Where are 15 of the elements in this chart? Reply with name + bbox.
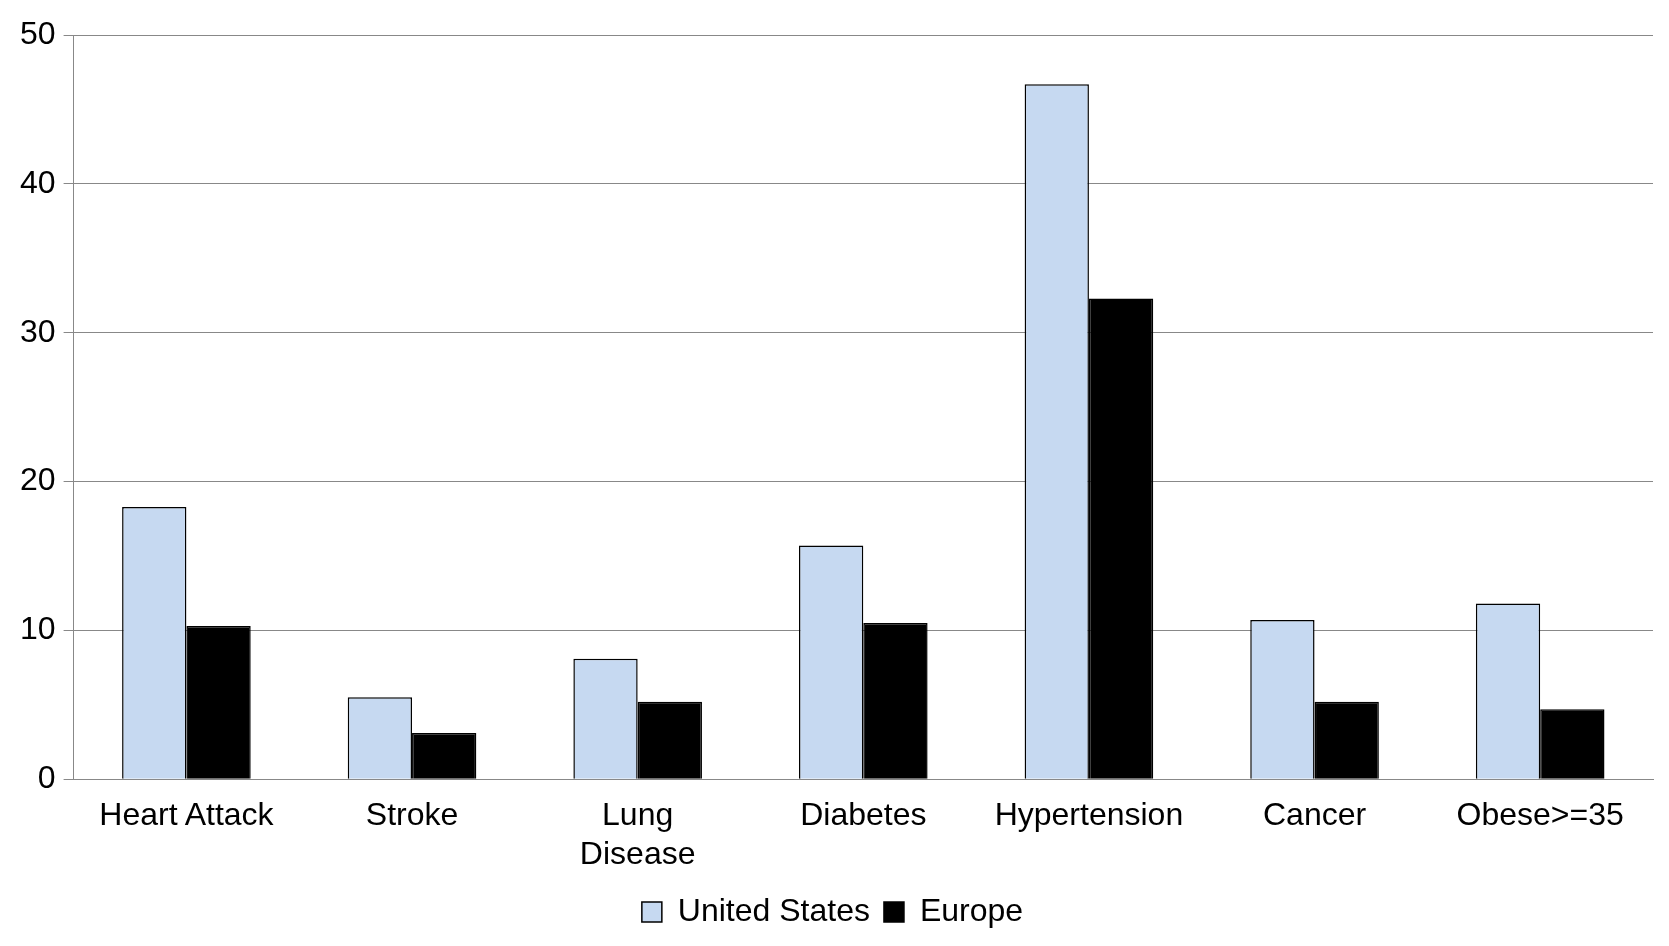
x-tick-label: Cancer xyxy=(1262,796,1367,833)
x-tick-label: Stroke xyxy=(365,796,459,833)
legend-label: United States xyxy=(677,891,870,928)
x-tick-label: Heart Attack xyxy=(99,796,275,833)
x-tick-label: Hypertension xyxy=(994,796,1184,833)
x-tick-label: Diabetes xyxy=(800,796,927,833)
y-tick-label: 20 xyxy=(20,461,56,498)
y-tick-label: 50 xyxy=(20,15,56,52)
x-tick-label: Obese>=35 xyxy=(1456,796,1624,833)
y-tick-label: 0 xyxy=(37,759,56,796)
y-tick-label: 30 xyxy=(20,312,56,349)
y-tick-label: 10 xyxy=(20,610,56,647)
x-tick-label: Lung Disease xyxy=(579,796,696,871)
legend-label: Europe xyxy=(919,891,1024,928)
y-tick-label: 40 xyxy=(20,163,56,200)
